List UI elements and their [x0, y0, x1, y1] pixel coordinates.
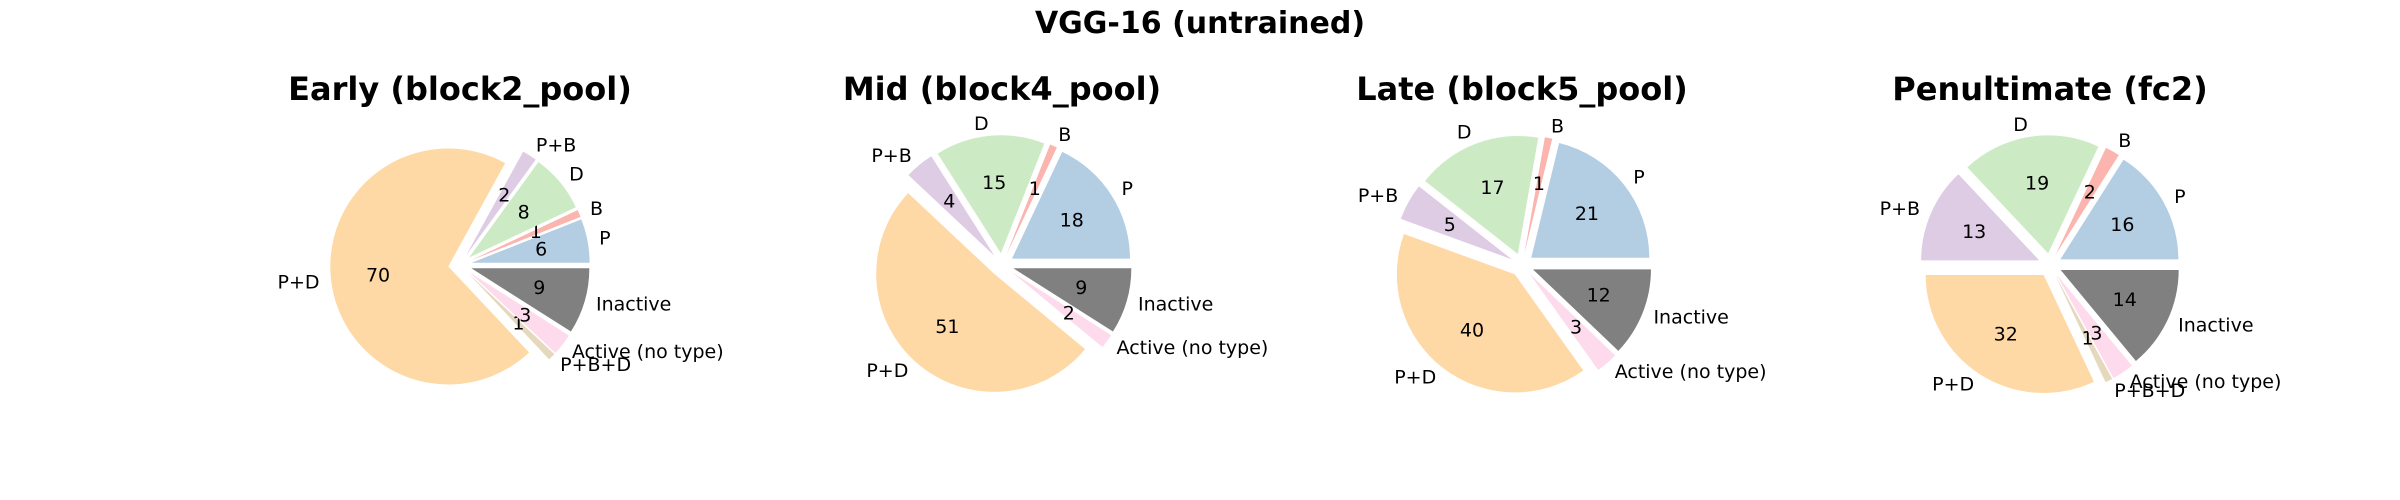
pie-label-b: B: [1551, 115, 1564, 137]
pie-slice-active-no-type: [2056, 274, 2132, 379]
pie-value-p-b: 5: [1444, 214, 1456, 236]
pie-value-inactive: 9: [1075, 277, 1087, 299]
pie-label-p-d: P+D: [1394, 367, 1436, 389]
pie-slice-p-b: [1921, 174, 2040, 261]
pie-slice-p-d: [876, 193, 1086, 392]
pie-label-inactive: Inactive: [1653, 307, 1728, 329]
pie-label-b: B: [1058, 124, 1071, 146]
pie-label-b: B: [590, 198, 603, 220]
pie-label-active-no-type: Active (no type): [572, 341, 724, 363]
pie-slice-p: [1531, 143, 1650, 258]
pie-value-b: 1: [1029, 178, 1041, 200]
pie-slice-p-b-d: [468, 273, 555, 360]
pie-value-p-b: 13: [1962, 221, 1986, 243]
pie-value-p: 21: [1575, 203, 1599, 225]
pie-value-d: 17: [1480, 177, 1504, 199]
pie-slice-p-b-d: [2055, 275, 2113, 383]
pie-label-active-no-type: Active (no type): [2130, 371, 2282, 393]
pie-value-p-d: 32: [1994, 324, 2018, 346]
pie-label-p: P: [2174, 186, 2185, 208]
pie-label-inactive: Inactive: [596, 294, 671, 316]
pie-slice-b: [2055, 147, 2119, 255]
pie-value-active-no-type: 2: [1063, 303, 1075, 325]
pie-slice-p-d: [1396, 234, 1584, 393]
pie-slice-p: [471, 219, 590, 263]
pie-slice-d: [469, 162, 576, 258]
pie-value-inactive: 14: [2113, 289, 2137, 311]
pie-slice-d: [1425, 135, 1539, 254]
pie-label-p: P: [1633, 166, 1644, 188]
pie-slice-b: [1524, 137, 1553, 254]
pie-label-p-d: P+D: [1932, 374, 1974, 396]
pie-slice-p-d: [1925, 274, 2094, 393]
pie-value-d: 15: [982, 172, 1006, 194]
pie-value-d: 19: [2025, 172, 2049, 194]
pie-slice-d: [937, 135, 1045, 254]
pie-chart-2: Mid (block4_pool) 18 P 1 B 15 D 4 P+B 51 P+D 2 Activ…: [843, 70, 1269, 392]
pie-label-p-b-d: P+B+D: [2114, 380, 2185, 402]
pie-chart-4: Penultimate (fc2)16P2B19D13P+B32P+D1P+B+…: [1880, 70, 2282, 402]
pie-label-active-no-type: Active (no type): [1117, 337, 1269, 359]
pie-slice-inactive: [1532, 269, 1651, 351]
pie-slice-inactive: [1013, 268, 1132, 332]
pie-label-p-b: P+B: [536, 134, 576, 156]
chart-title: Late (block5_pool): [1356, 70, 1688, 108]
pie-slice-active-no-type: [1529, 273, 1616, 371]
pie-value-active-no-type: 3: [2090, 322, 2102, 344]
pie-value-p-d: 70: [366, 264, 390, 286]
pie-value-p-b: 2: [498, 184, 510, 206]
pie-label-p-b-d: P+B+D: [560, 354, 631, 376]
pie-charts: Early (block2_pool) 6 P 1 B 8 D 2 P+B 70 P+D 1 P+B+D…: [278, 70, 2282, 402]
figure-title: VGG-16 (untrained): [1035, 6, 1365, 41]
pie-label-p: P: [1122, 178, 1133, 200]
pie-label-inactive: Inactive: [1138, 294, 1213, 316]
chart-title: Mid (block4_pool): [843, 70, 1161, 108]
pie-value-p-d: 40: [1460, 320, 1484, 342]
pie-value-active-no-type: 3: [519, 305, 531, 327]
pie-slice-active-no-type: [1011, 271, 1112, 348]
pie-value-p: 6: [535, 239, 547, 261]
pie-value-b: 1: [1533, 173, 1545, 195]
pie-chart-1: Early (block2_pool)6P1B8D2P+B70P+D1P+B+D…: [278, 70, 724, 385]
chart-title: Early (block2_pool): [288, 70, 632, 108]
pie-label-d: D: [569, 164, 584, 186]
pie-label-p-d: P+D: [866, 360, 908, 382]
pie-value-p-b: 4: [943, 190, 955, 212]
pie-value-inactive: 9: [533, 277, 545, 299]
pie-value-d: 8: [518, 201, 530, 223]
pie-slice-p-b: [1400, 186, 1512, 260]
pie-slice-p-b: [466, 151, 536, 256]
pie-label-b: B: [2118, 130, 2131, 152]
pie-label-p-b: P+B: [1880, 198, 1920, 220]
pie-label-p-b: P+B: [871, 145, 911, 167]
pie-slice-p: [2060, 159, 2179, 260]
pie-slice-b: [470, 210, 581, 261]
pie-value-active-no-type: 3: [1570, 316, 1582, 338]
pie-slice-active-no-type: [469, 272, 569, 354]
pie-value-inactive: 12: [1587, 285, 1611, 307]
pie-value-p: 16: [2110, 214, 2134, 236]
pie-chart-3: Late (block5_pool) 21 P 1 B 17 D 5 P+B 40 P+D 3 Acti…: [1356, 70, 1767, 393]
pie-label-d: D: [2013, 114, 2028, 136]
pie-value-p-d: 51: [935, 316, 959, 338]
pie-slice-b: [1006, 144, 1057, 255]
pie-slice-p: [1011, 151, 1130, 259]
pie-value-b: 2: [2084, 182, 2096, 204]
pie-slice-p-b: [908, 156, 995, 256]
pie-label-p-b: P+B: [1358, 185, 1398, 207]
pie-value-p: 18: [1060, 210, 1084, 232]
pie-label-d: D: [974, 113, 989, 135]
pie-slice-d: [1967, 135, 2099, 254]
pie-label-inactive: Inactive: [2178, 314, 2253, 336]
pie-label-p-d: P+D: [278, 272, 320, 294]
chart-title: Penultimate (fc2): [1892, 70, 2207, 108]
pie-slice-p-d: [330, 148, 530, 385]
pie-slice-inactive: [471, 268, 590, 332]
pie-slice-inactive: [2060, 270, 2179, 361]
pie-label-active-no-type: Active (no type): [1615, 361, 1767, 383]
pie-label-p: P: [599, 227, 610, 249]
pie-label-d: D: [1457, 122, 1472, 144]
